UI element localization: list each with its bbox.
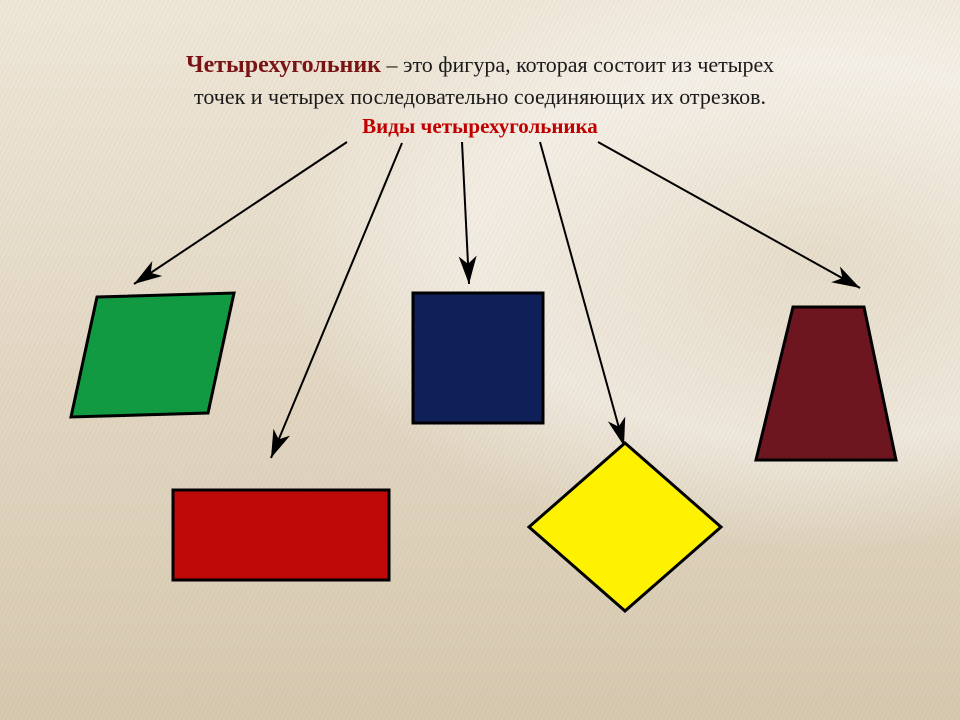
arrow-1 xyxy=(134,142,347,284)
arrow-2 xyxy=(271,143,402,458)
shape-rhombus xyxy=(529,443,721,611)
arrow-5 xyxy=(598,142,860,288)
arrow-4 xyxy=(540,142,624,446)
arrow-3 xyxy=(462,142,469,284)
shape-rectangle xyxy=(173,490,389,580)
shape-trapezoid xyxy=(756,307,896,460)
shapes-group xyxy=(71,293,896,611)
shape-parallelogram xyxy=(71,293,234,417)
shape-square xyxy=(413,293,543,423)
diagram-stage xyxy=(0,0,960,720)
